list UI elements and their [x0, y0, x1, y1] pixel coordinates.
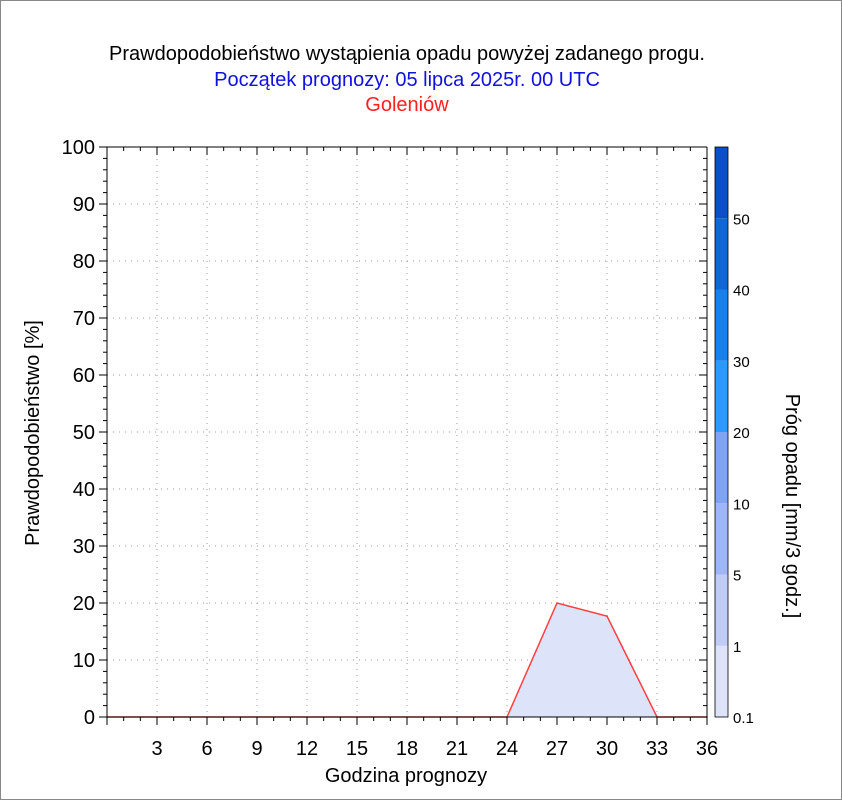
chart-title: Prawdopodobieństwo wystąpienia opadu pow… [109, 43, 705, 65]
y-axis-label: Prawdopodobieństwo [%] [22, 320, 44, 546]
chart-location: Goleniów [365, 94, 449, 116]
colorbar-segment [715, 503, 728, 575]
y-tick-label: 10 [73, 650, 95, 672]
y-tick-label: 20 [73, 593, 95, 615]
y-tick-label: 60 [73, 365, 95, 387]
colorbar-tick-label: 30 [733, 354, 750, 371]
y-tick-label: 80 [73, 251, 95, 273]
chart-subtitle: Początek prognozy: 05 lipca 2025r. 00 UT… [214, 69, 600, 91]
colorbar-segment [715, 645, 728, 717]
colorbar-tick-label: 20 [733, 425, 750, 442]
colorbar-tick-label: 1 [733, 639, 741, 656]
colorbar-segment [715, 432, 728, 504]
colorbar-tick-label: 40 [733, 283, 750, 300]
x-tick-label: 36 [696, 738, 718, 760]
colorbar-tick-label: 0.1 [733, 710, 754, 727]
x-tick-label: 9 [251, 738, 262, 760]
y-tick-label: 90 [73, 194, 95, 216]
colorbar-label: Próg opadu [mm/3 godz.] [781, 394, 803, 619]
axes [99, 146, 708, 725]
y-tick-label: 100 [62, 137, 95, 159]
x-tick-label: 21 [446, 738, 468, 760]
x-tick-label: 27 [546, 738, 568, 760]
y-tick-labels: 0 10 20 30 40 50 60 70 80 90 100 [62, 137, 95, 729]
data-point [606, 615, 608, 617]
x-tick-label: 3 [151, 738, 162, 760]
grid-lines [107, 147, 707, 717]
x-tick-label: 6 [201, 738, 212, 760]
series-area-fill [107, 603, 707, 717]
x-tick-labels: 3 6 9 12 15 18 21 24 27 30 33 36 [151, 738, 718, 760]
x-tick-label: 24 [496, 738, 518, 760]
y-tick-label: 30 [73, 536, 95, 558]
x-tick-label: 18 [396, 738, 418, 760]
colorbar-segment [715, 574, 728, 646]
data-point [556, 602, 558, 604]
colorbar: 0.1 1 5 10 20 30 40 50 [714, 146, 754, 727]
y-tick-label: 0 [84, 707, 95, 729]
y-tick-label: 40 [73, 479, 95, 501]
x-tick-label: 30 [596, 738, 618, 760]
colorbar-segment [715, 289, 728, 361]
x-tick-label: 12 [296, 738, 318, 760]
colorbar-tick-label: 10 [733, 496, 750, 513]
x-axis-label: Godzina prognozy [325, 765, 487, 787]
colorbar-segment [715, 218, 728, 290]
y-tick-label: 50 [73, 422, 95, 444]
colorbar-segment [715, 360, 728, 432]
colorbar-segment [715, 147, 728, 219]
x-tick-label: 33 [646, 738, 668, 760]
x-tick-label: 15 [346, 738, 368, 760]
colorbar-tick-label: 5 [733, 568, 741, 585]
colorbar-border [714, 146, 729, 718]
colorbar-tick-label: 50 [733, 211, 750, 228]
y-tick-label: 70 [73, 308, 95, 330]
